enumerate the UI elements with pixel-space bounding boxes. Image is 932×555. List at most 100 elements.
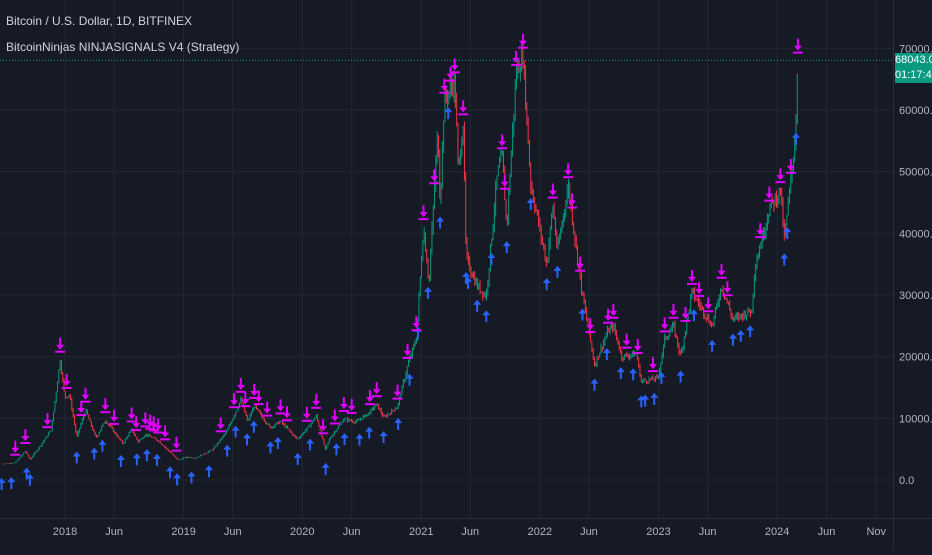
sell-signal-arrow (632, 338, 643, 354)
buy-signal-arrow (173, 473, 182, 486)
buy-signal-arrow (657, 371, 666, 384)
buy-signal-arrow (355, 433, 364, 446)
sell-signal-arrow (329, 409, 340, 425)
buy-signal-arrow (526, 197, 535, 210)
buy-signal-arrow (746, 325, 755, 338)
sell-signal-arrow (253, 390, 264, 406)
buy-signal-arrow (736, 329, 745, 342)
sell-signal-arrow (764, 186, 775, 202)
sell-signal-arrow (517, 33, 528, 49)
buy-signal-arrow (379, 431, 388, 444)
buy-signal-arrow (25, 473, 34, 486)
buy-signal-arrow (231, 425, 240, 438)
buy-signal-arrow (542, 278, 551, 291)
sell-signal-arrow (722, 281, 733, 297)
sell-signal-arrow (458, 100, 469, 116)
buy-signal-arrow (0, 477, 6, 490)
buy-signal-arrow (444, 107, 453, 120)
buy-signal-arrow (142, 449, 151, 462)
buy-signal-arrow (243, 433, 252, 446)
sell-signal-arrow (575, 256, 586, 272)
sell-signal-arrow (563, 163, 574, 179)
x-tick-label: Jun (343, 526, 361, 538)
buy-signal-arrow (152, 453, 161, 466)
x-tick-label: Nov (866, 526, 886, 538)
sell-signal-arrow (364, 390, 375, 406)
y-tick-label: 10000.0 (899, 413, 932, 425)
buy-signal-arrow (249, 420, 258, 433)
sell-signal-arrow (547, 183, 558, 199)
buy-signal-arrow (629, 368, 638, 381)
sell-signal-arrow (499, 174, 510, 190)
sell-signal-arrow (402, 343, 413, 359)
buy-signal-arrow (321, 462, 330, 475)
x-tick-label: Jun (224, 526, 242, 538)
sell-signal-arrow (171, 436, 182, 452)
sell-signal-arrow (411, 316, 422, 332)
x-tick-label: 2019 (171, 526, 195, 538)
sell-signal-arrow (608, 303, 619, 319)
sell-signal-arrow (229, 393, 240, 409)
buy-signal-arrow (482, 310, 491, 323)
sell-signal-arrow (621, 333, 632, 349)
sell-signal-arrow (647, 357, 658, 373)
sell-signal-arrow (301, 406, 312, 422)
buy-signal-arrow (641, 394, 650, 407)
x-tick-label: 2024 (765, 526, 789, 538)
buy-signal-arrow (165, 466, 174, 479)
buy-signal-arrow (132, 453, 141, 466)
y-tick-label: 70000.0 (899, 43, 932, 55)
buy-signal-arrow (780, 253, 789, 266)
sell-signal-arrow (281, 406, 292, 422)
last-price-tag: 68043.0 (895, 53, 932, 68)
sell-signal-arrow (716, 263, 727, 279)
sell-signal-arrow (392, 384, 403, 400)
sell-signal-arrow (429, 169, 440, 185)
buy-signal-arrow (365, 426, 374, 439)
buy-signal-arrow (791, 132, 800, 145)
sell-signal-arrow (10, 440, 21, 456)
x-tick-label: Jun (699, 526, 717, 538)
sell-signal-arrow (100, 398, 111, 414)
buy-signal-arrow (650, 392, 659, 405)
y-tick-label: 60000.0 (899, 105, 932, 117)
x-tick-label: 2018 (53, 526, 77, 538)
sell-signal-arrow (160, 425, 171, 441)
buy-signal-arrow (487, 253, 496, 266)
sell-signal-arrow (680, 306, 691, 322)
sell-signal-arrow (140, 412, 151, 428)
sell-signal-arrow (567, 193, 578, 209)
buy-signal-arrow (424, 286, 433, 299)
sell-signal-arrow (371, 382, 382, 398)
buy-signal-arrow (394, 417, 403, 430)
x-tick-label: 2020 (290, 526, 314, 538)
sell-signal-arrow (659, 317, 670, 333)
buy-signal-arrow (116, 455, 125, 468)
x-tick-label: 2023 (646, 526, 670, 538)
buy-signal-arrow (98, 439, 107, 452)
buy-signal-arrow (204, 465, 213, 478)
buy-signal-arrow (689, 309, 698, 322)
sell-signal-arrow (262, 401, 273, 417)
strategy-signals (0, 33, 803, 490)
sell-signal-arrow (318, 419, 329, 435)
buy-signal-arrow (340, 433, 349, 446)
x-tick-label: Jun (580, 526, 598, 538)
sell-signal-arrow (311, 393, 322, 409)
indicator-legend[interactable]: BitcoinNinjas NINJASIGNALS V4 (Strategy) (6, 40, 240, 54)
sell-signal-arrow (61, 374, 72, 390)
sell-signal-arrow (42, 413, 53, 429)
sell-signal-arrow (694, 281, 705, 297)
buy-signal-arrow (72, 451, 81, 464)
buy-signal-arrow (602, 347, 611, 360)
x-tick-label: 2022 (528, 526, 552, 538)
symbol-legend[interactable]: Bitcoin / U.S. Dollar, 1D, BITFINEX (6, 14, 193, 28)
buy-signal-arrow (553, 265, 562, 278)
x-tick-label: Jun (818, 526, 836, 538)
buy-signal-arrow (473, 299, 482, 312)
sell-signal-arrow (55, 337, 66, 353)
y-tick-label: 40000.0 (899, 228, 932, 240)
sell-signal-arrow (449, 58, 460, 74)
